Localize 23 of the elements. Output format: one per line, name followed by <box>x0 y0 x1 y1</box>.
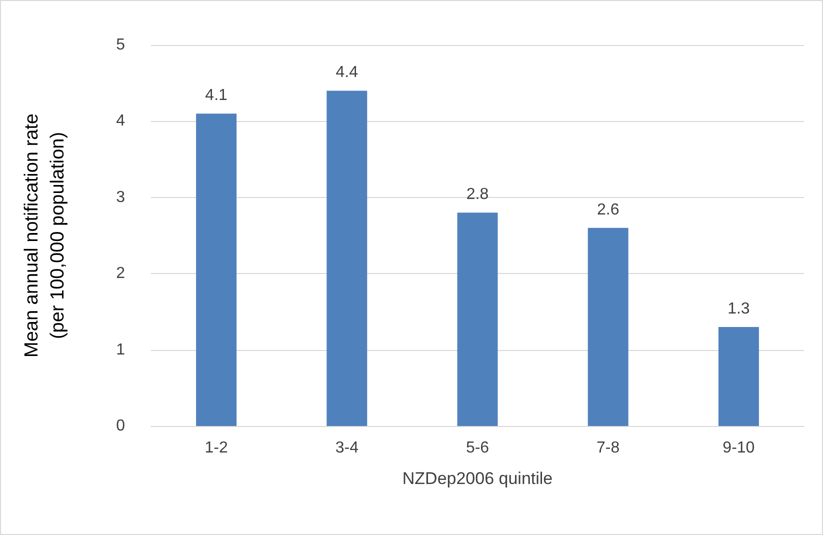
bar <box>718 326 759 426</box>
data-label: 4.1 <box>205 87 228 104</box>
bar <box>588 228 628 426</box>
x-axis-title: NZDep2006 quintile <box>402 469 553 488</box>
y-tick-label: 1 <box>116 341 126 358</box>
bar <box>196 114 237 426</box>
y-tick-label: 4 <box>116 112 126 130</box>
x-tick-label: 3-4 <box>335 440 359 456</box>
y-tick-label: 5 <box>116 36 126 54</box>
y-tick-label: 3 <box>116 188 126 206</box>
data-label: 2.8 <box>466 186 489 204</box>
x-tick-label: 9-10 <box>722 440 755 456</box>
bar <box>457 212 498 426</box>
data-label: 4.4 <box>336 64 358 82</box>
y-axis-title: Mean annual notification rate (per 100,000 population) <box>22 114 68 358</box>
x-tick-label: 7-8 <box>596 440 620 456</box>
data-label: 1.3 <box>728 300 750 318</box>
x-tick-label: 5-6 <box>466 440 490 456</box>
bar <box>326 90 368 426</box>
y-tick-label: 0 <box>116 418 126 434</box>
data-label: 2.6 <box>596 201 620 218</box>
x-tick-label: 1-2 <box>204 440 228 456</box>
y-tick-label: 2 <box>116 265 126 282</box>
